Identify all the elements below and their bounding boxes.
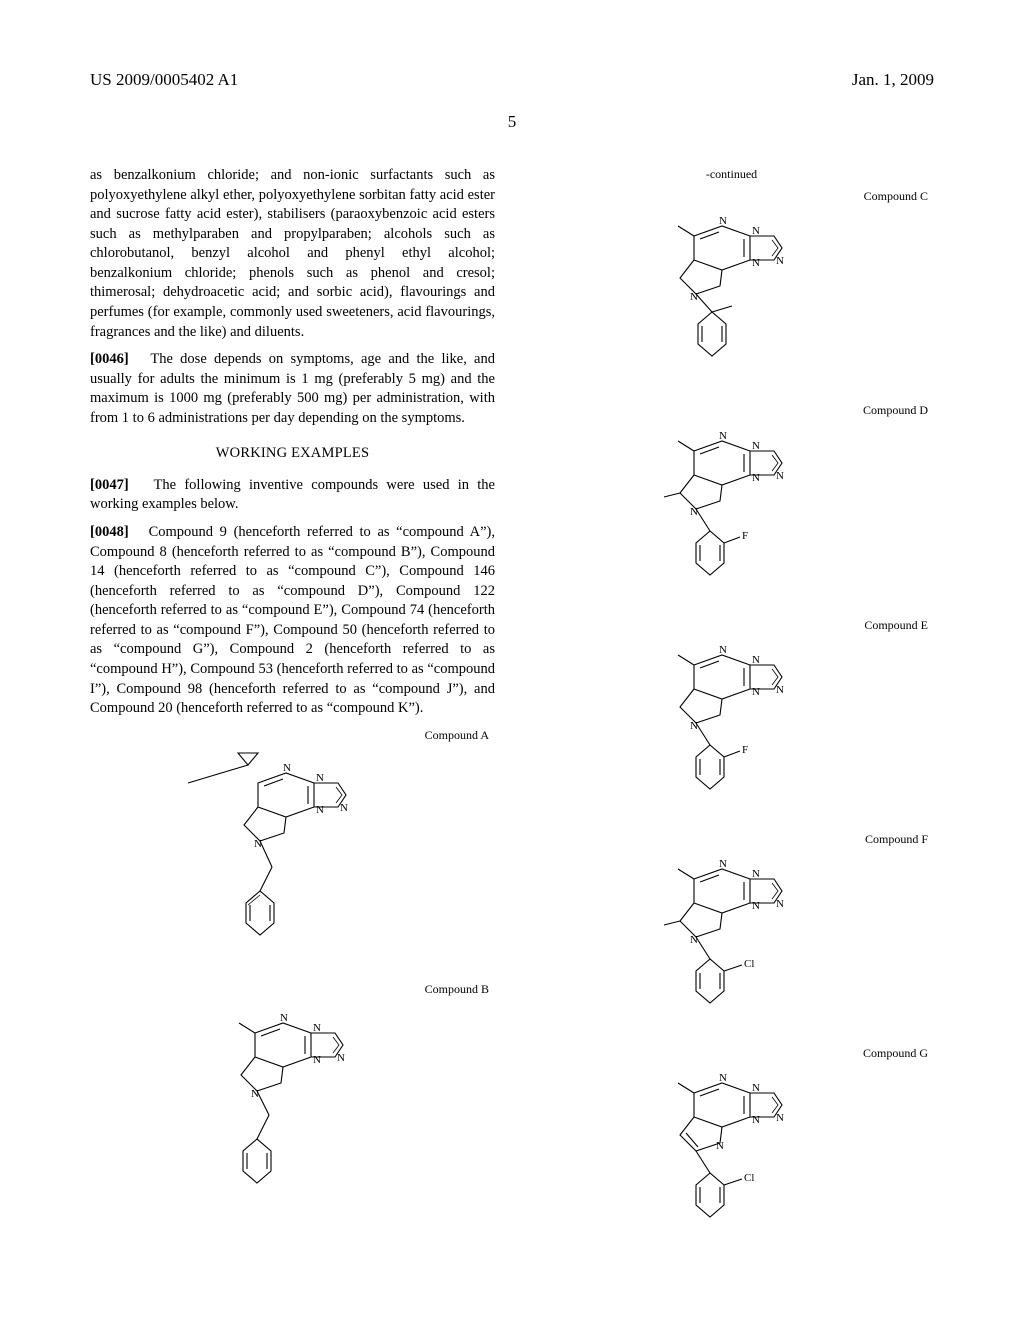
compound-d-label: Compound D (529, 402, 934, 418)
compound-e-label: Compound E (529, 617, 934, 633)
svg-text:N: N (280, 1012, 288, 1024)
svg-text:N: N (776, 898, 784, 910)
svg-text:N: N (776, 684, 784, 696)
para-46-text: The dose depends on symptoms, age and th… (90, 351, 495, 426)
svg-text:N: N (752, 1114, 760, 1126)
svg-text:N: N (719, 644, 727, 656)
svg-text:N: N (716, 1140, 724, 1152)
continued-label: -continued (529, 166, 934, 182)
compound-b-structure: N N N N N (193, 999, 393, 1209)
svg-text:N: N (719, 215, 727, 227)
compound-c: Compound C N N (529, 188, 934, 396)
svg-text:N: N (752, 686, 760, 698)
svg-text:N: N (752, 257, 760, 269)
svg-text:N: N (752, 440, 760, 452)
svg-text:N: N (337, 1052, 345, 1064)
svg-text:N: N (690, 720, 698, 732)
page-number: 5 (0, 112, 1024, 132)
svg-text:N: N (690, 506, 698, 518)
compound-c-structure: N N N N N (632, 206, 832, 396)
para-48-number: [0048] (90, 524, 129, 540)
compound-f-structure: N N N N N Cl (632, 849, 832, 1039)
compound-e: Compound E N N N (529, 617, 934, 825)
svg-text:N: N (752, 225, 760, 237)
compound-f: Compound F N N (529, 831, 934, 1039)
svg-text:N: N (752, 900, 760, 912)
svg-text:N: N (340, 802, 348, 814)
left-column: as benzalkonium chloride; and non-ionic … (90, 166, 495, 1264)
svg-text:F: F (742, 744, 748, 756)
svg-text:Cl: Cl (744, 958, 754, 970)
compound-b-label: Compound B (90, 981, 495, 997)
svg-text:N: N (719, 858, 727, 870)
svg-text:Cl: Cl (744, 1172, 754, 1184)
right-column: -continued Compound C (529, 166, 934, 1264)
svg-text:N: N (719, 1072, 727, 1084)
svg-text:N: N (316, 804, 324, 816)
svg-text:N: N (313, 1022, 321, 1034)
svg-text:N: N (752, 1082, 760, 1094)
paragraph-48: [0048] Compound 9 (henceforth referred t… (90, 523, 495, 719)
svg-text:N: N (283, 762, 291, 774)
paragraph-46: [0046] The dose depends on symptoms, age… (90, 350, 495, 428)
compound-a-label: Compound A (90, 727, 495, 743)
svg-text:N: N (752, 472, 760, 484)
svg-text:N: N (752, 654, 760, 666)
svg-text:N: N (690, 291, 698, 303)
compound-g-structure: N N N N N Cl (632, 1063, 832, 1258)
svg-text:N: N (776, 1112, 784, 1124)
compound-g: Compound G N (529, 1045, 934, 1258)
paragraph-47: [0047] The following inventive compounds… (90, 476, 495, 515)
svg-text:N: N (254, 838, 262, 850)
svg-text:N: N (251, 1088, 259, 1100)
svg-text:N: N (752, 868, 760, 880)
para-46-number: [0046] (90, 351, 129, 367)
compound-c-label: Compound C (529, 188, 934, 204)
svg-text:N: N (776, 255, 784, 267)
svg-text:F: F (742, 530, 748, 542)
para-48-text: Compound 9 (henceforth referred to as “c… (90, 524, 495, 716)
compound-f-label: Compound F (529, 831, 934, 847)
svg-text:N: N (313, 1054, 321, 1066)
lead-in-paragraph: as benzalkonium chloride; and non-ionic … (90, 166, 495, 342)
svg-text:N: N (776, 470, 784, 482)
para-47-number: [0047] (90, 477, 129, 493)
compound-d: Compound D (529, 402, 934, 610)
svg-text:N: N (316, 772, 324, 784)
para-47-text: The following inventive compounds were u… (90, 477, 495, 513)
page-header: US 2009/0005402 A1 Jan. 1, 2009 (90, 70, 934, 96)
publication-number: US 2009/0005402 A1 (90, 70, 238, 90)
compound-e-structure: N N N N N F (632, 635, 832, 825)
compound-g-label: Compound G (529, 1045, 934, 1061)
publication-date: Jan. 1, 2009 (852, 70, 934, 90)
svg-text:N: N (719, 430, 727, 442)
working-examples-heading: WORKING EXAMPLES (90, 444, 495, 464)
content-columns: as benzalkonium chloride; and non-ionic … (90, 166, 934, 1264)
svg-text:N: N (690, 934, 698, 946)
compound-d-structure: N N N N N F (632, 421, 832, 611)
compound-a-structure: N N N N N (188, 745, 398, 975)
